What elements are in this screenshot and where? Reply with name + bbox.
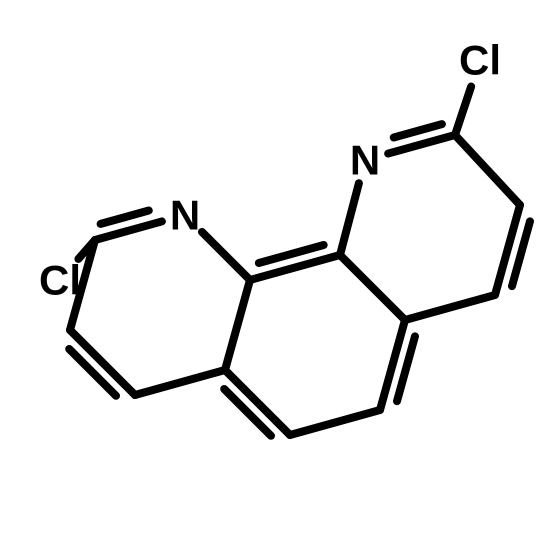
bond — [225, 280, 250, 370]
atom-label-n: N — [170, 192, 200, 239]
molecule-diagram: N N Cl Cl — [0, 0, 540, 540]
bond — [340, 183, 359, 255]
bond — [405, 295, 495, 320]
bond-inner — [394, 124, 442, 137]
bond — [455, 135, 520, 205]
bond — [290, 410, 380, 435]
bond — [340, 255, 405, 320]
bond — [455, 87, 471, 135]
bond-inner — [101, 211, 149, 224]
bond — [202, 232, 250, 280]
atom-label-n: N — [350, 137, 380, 184]
bond — [135, 370, 225, 395]
atom-label-cl: Cl — [459, 37, 501, 84]
atom-label-cl: Cl — [39, 257, 81, 304]
